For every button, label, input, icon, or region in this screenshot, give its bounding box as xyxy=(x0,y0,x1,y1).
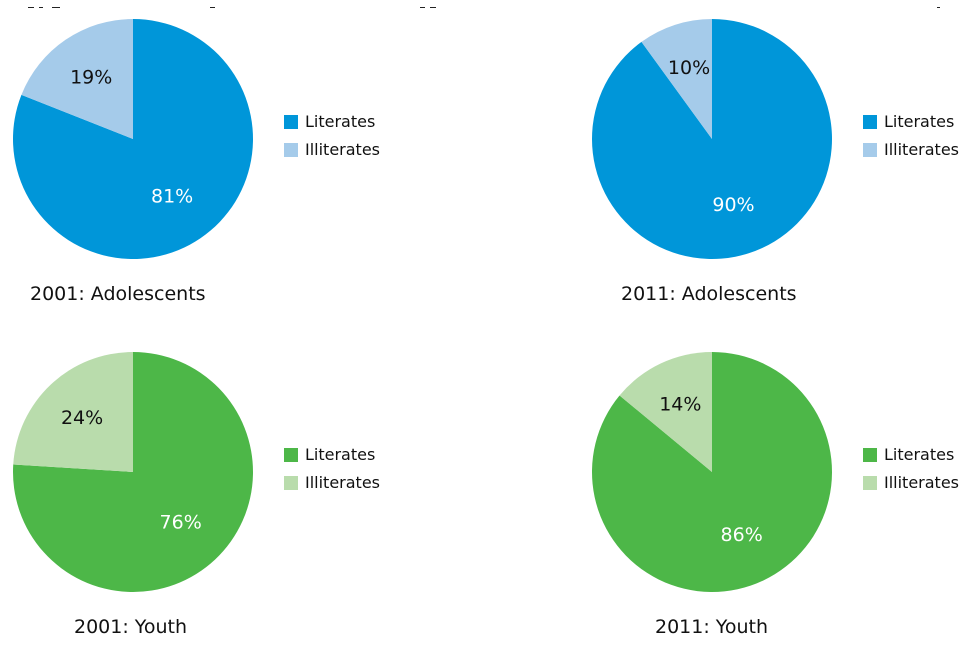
chart-caption: 2011: Adolescents xyxy=(621,283,797,305)
legend-swatch-literates xyxy=(284,447,298,462)
pie-chart: 90% 10% xyxy=(592,19,832,259)
legend-swatch-illiterates xyxy=(284,475,298,490)
chart-panel-2001-adolescents: 81% 19% Literates Illiterates 2001: Adole… xyxy=(0,0,483,316)
legend-label-literates: Literates xyxy=(884,445,955,464)
cropped-header-strip xyxy=(0,0,966,8)
legend-swatch-illiterates xyxy=(863,142,877,157)
legend-item-literates: Literates xyxy=(284,444,380,465)
pie-slice-illiterates xyxy=(13,352,133,472)
pie-slice-illiterates xyxy=(619,352,712,472)
pie-label-literates: 81% xyxy=(151,186,193,208)
legend-label-illiterates: Illiterates xyxy=(305,473,381,492)
pie-label-illiterates: 14% xyxy=(659,394,701,416)
legend-item-literates: Literates xyxy=(284,111,380,132)
legend-item-illiterates: Illiterates xyxy=(284,139,380,160)
legend-item-illiterates: Illiterates xyxy=(284,472,380,493)
pie-label-literates: 86% xyxy=(721,524,763,546)
legend: Literates Illiterates xyxy=(863,111,959,167)
chart-caption: 2001: Youth xyxy=(74,616,188,638)
pie-chart: 76% 24% xyxy=(13,352,253,592)
pie-slice-illiterates xyxy=(641,19,712,139)
legend-item-illiterates: Illiterates xyxy=(863,472,959,493)
pie-label-illiterates: 19% xyxy=(70,66,112,88)
legend-item-literates: Literates xyxy=(863,444,959,465)
chart-panel-2001-youth: 76% 24% Literates Illiterates 2001: Youth xyxy=(0,333,483,649)
legend: Literates Illiterates xyxy=(863,444,959,500)
legend-swatch-literates xyxy=(863,114,877,129)
legend-swatch-illiterates xyxy=(863,475,877,490)
chart-caption: 2001: Adolescents xyxy=(30,283,206,305)
legend-swatch-illiterates xyxy=(284,142,298,157)
legend-label-literates: Literates xyxy=(884,112,955,131)
chart-panel-2011-adolescents: 90% 10% Literates Illiterates 2011: Adole… xyxy=(579,0,966,316)
chart-caption: 2011: Youth xyxy=(655,616,769,638)
legend-item-literates: Literates xyxy=(863,111,959,132)
legend: Literates Illiterates xyxy=(284,444,380,500)
legend-item-illiterates: Illiterates xyxy=(863,139,959,160)
pie-label-illiterates: 24% xyxy=(61,407,103,429)
legend-label-illiterates: Illiterates xyxy=(884,473,960,492)
legend-swatch-literates xyxy=(284,114,298,129)
legend-swatch-literates xyxy=(863,447,877,462)
chart-panel-2011-youth: 86% 14% Literates Illiterates 2011: Youth xyxy=(579,333,966,649)
legend-label-illiterates: Illiterates xyxy=(305,140,381,159)
pie-label-literates: 76% xyxy=(160,512,202,534)
legend-label-illiterates: Illiterates xyxy=(884,140,960,159)
pie-chart: 81% 19% xyxy=(12,19,254,259)
pie-label-illiterates: 10% xyxy=(668,57,710,79)
pie-slice-illiterates xyxy=(21,19,134,139)
legend-label-literates: Literates xyxy=(305,112,376,131)
legend-label-literates: Literates xyxy=(305,445,376,464)
pie-chart: 86% 14% xyxy=(592,352,832,592)
pie-label-literates: 90% xyxy=(712,194,754,216)
legend: Literates Illiterates xyxy=(284,111,380,167)
